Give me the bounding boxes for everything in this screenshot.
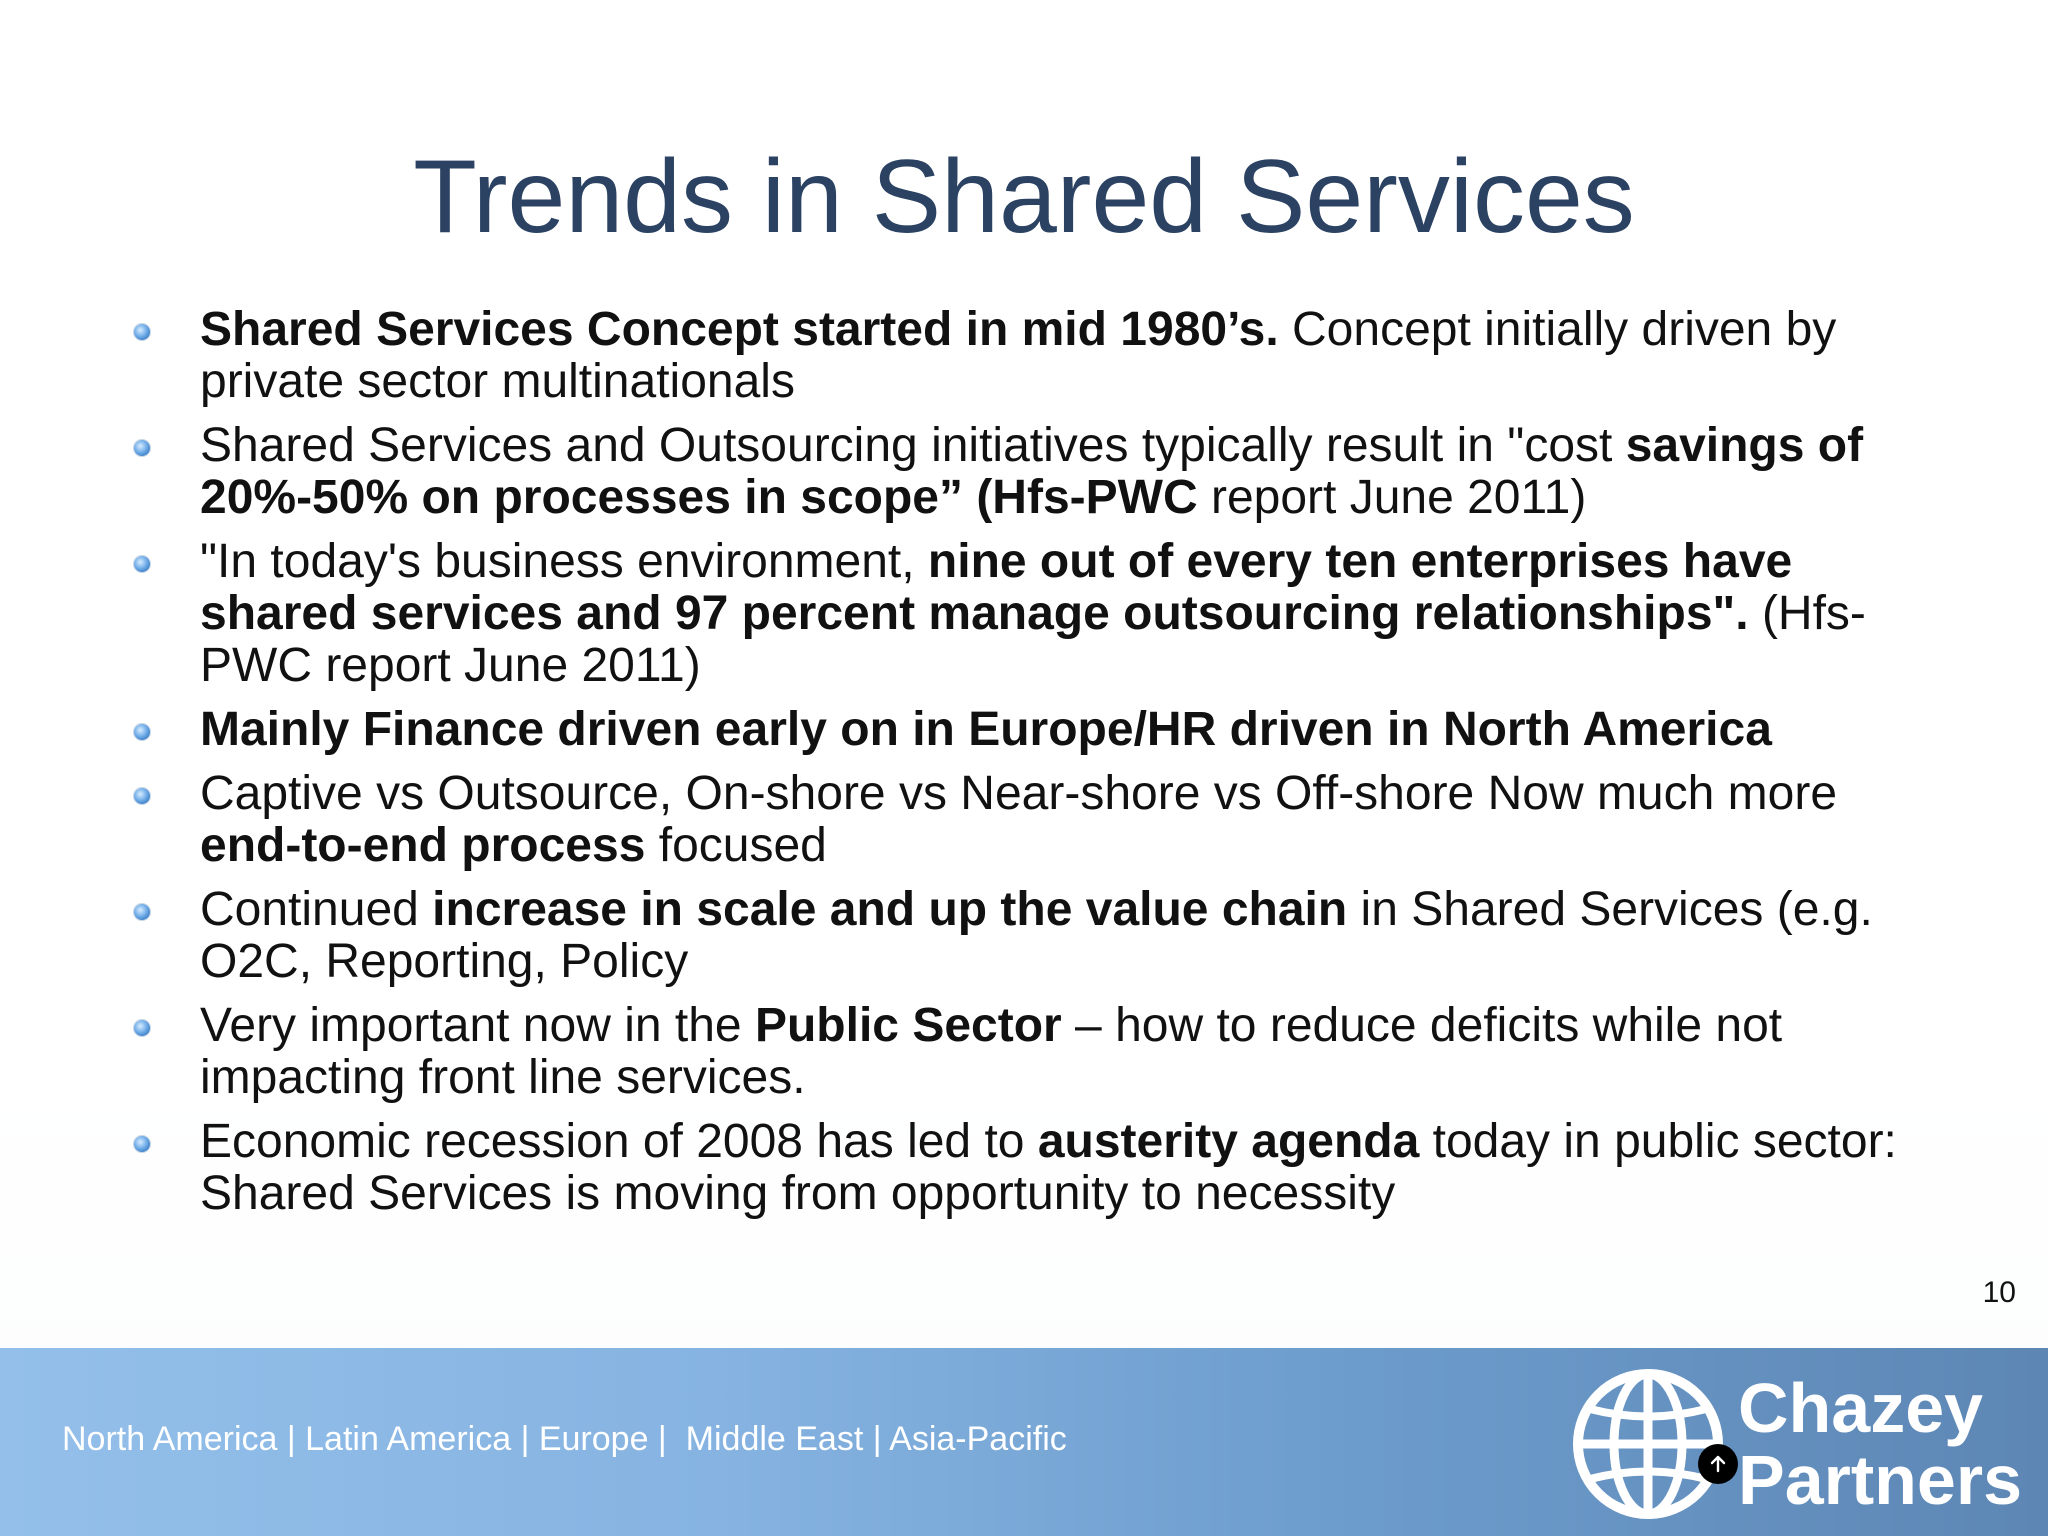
page-title: Trends in Shared Services xyxy=(413,138,1635,255)
arrow-up-icon[interactable] xyxy=(1698,1444,1738,1484)
bullet-text-segment: Public Sector xyxy=(754,999,1062,1052)
bullet-item: Shared Services Concept started in mid 1… xyxy=(132,304,1932,408)
bullet-text-segment: focused xyxy=(645,819,827,872)
bullet-icon xyxy=(134,440,150,456)
bullet-text-segment: nine out of every ten enterprises have s… xyxy=(200,535,1793,640)
bullet-list: Shared Services Concept started in mid 1… xyxy=(132,304,1932,1232)
company-logo: Chazey Partners xyxy=(1568,1364,2022,1524)
footer-regions: North America | Latin America | Europe |… xyxy=(62,1420,1067,1458)
bullet-icon xyxy=(134,904,150,920)
bullet-item: Mainly Finance driven early on in Europe… xyxy=(132,704,1932,756)
bullet-text-segment: – how to reduce deficits while not impac… xyxy=(200,999,1783,1104)
bullet-text-segment: Captive vs Outsource, On-shore vs Near-s… xyxy=(200,767,1838,820)
bullet-text-segment: in Shared Services (e.g. O2C, Reporting,… xyxy=(200,883,1873,988)
bullet-item: Very important now in the Public Sector … xyxy=(132,1000,1932,1104)
bullet-item: Captive vs Outsource, On-shore vs Near-s… xyxy=(132,768,1932,872)
bullet-icon xyxy=(134,324,150,340)
bullet-item: Economic recession of 2008 has led to au… xyxy=(132,1116,1932,1220)
bullet-text-segment: Shared Services Concept started in mid 1… xyxy=(200,303,1279,356)
bullet-text-segment: Mainly Finance driven early on in Europe… xyxy=(200,703,1772,756)
bullet-icon xyxy=(134,1020,150,1036)
bullet-text-segment: Continued xyxy=(200,883,433,936)
bullet-item: "In today's business environment, nine o… xyxy=(132,536,1932,692)
bullet-text-segment: "In today's business environment, xyxy=(200,535,928,588)
footer-bar: North America | Latin America | Europe |… xyxy=(0,1348,2048,1536)
bullet-text-segment: Very important now in the xyxy=(200,999,755,1052)
globe-icon xyxy=(1573,1369,1723,1519)
bullet-text-segment: increase in scale and up the value chain xyxy=(432,883,1348,936)
logo-line-2: Partners xyxy=(1738,1441,2023,1519)
bullet-icon xyxy=(134,724,150,740)
bullet-icon xyxy=(134,1136,150,1152)
bullet-text-segment: Concept initially driven by private sect… xyxy=(200,303,1837,408)
bullet-text-segment: today in public sector: Shared Services … xyxy=(200,1115,1897,1220)
bullet-text-segment: (Hfs-PWC report June 2011) xyxy=(200,587,1866,692)
bullet-text-segment: Economic recession of 2008 has led to xyxy=(200,1115,1038,1168)
logo-line-1: Chazey xyxy=(1738,1369,1984,1447)
bullet-item: Shared Services and Outsourcing initiati… xyxy=(132,420,1932,524)
bullet-text-segment: report June 2011) xyxy=(1197,471,1587,524)
bullet-text-segment: end-to-end process xyxy=(200,819,646,872)
bullet-text-segment: austerity agenda xyxy=(1037,1115,1420,1168)
bullet-icon xyxy=(134,556,150,572)
bullet-text-segment: savings of 20%-50% on processes in scope… xyxy=(200,419,1864,524)
bullet-item: Continued increase in scale and up the v… xyxy=(132,884,1932,988)
bullet-icon xyxy=(134,788,150,804)
page-number: 10 xyxy=(1982,1276,2016,1309)
bullet-text-segment: Shared Services and Outsourcing initiati… xyxy=(200,419,1626,472)
logo-text: Chazey Partners xyxy=(1738,1372,2022,1516)
